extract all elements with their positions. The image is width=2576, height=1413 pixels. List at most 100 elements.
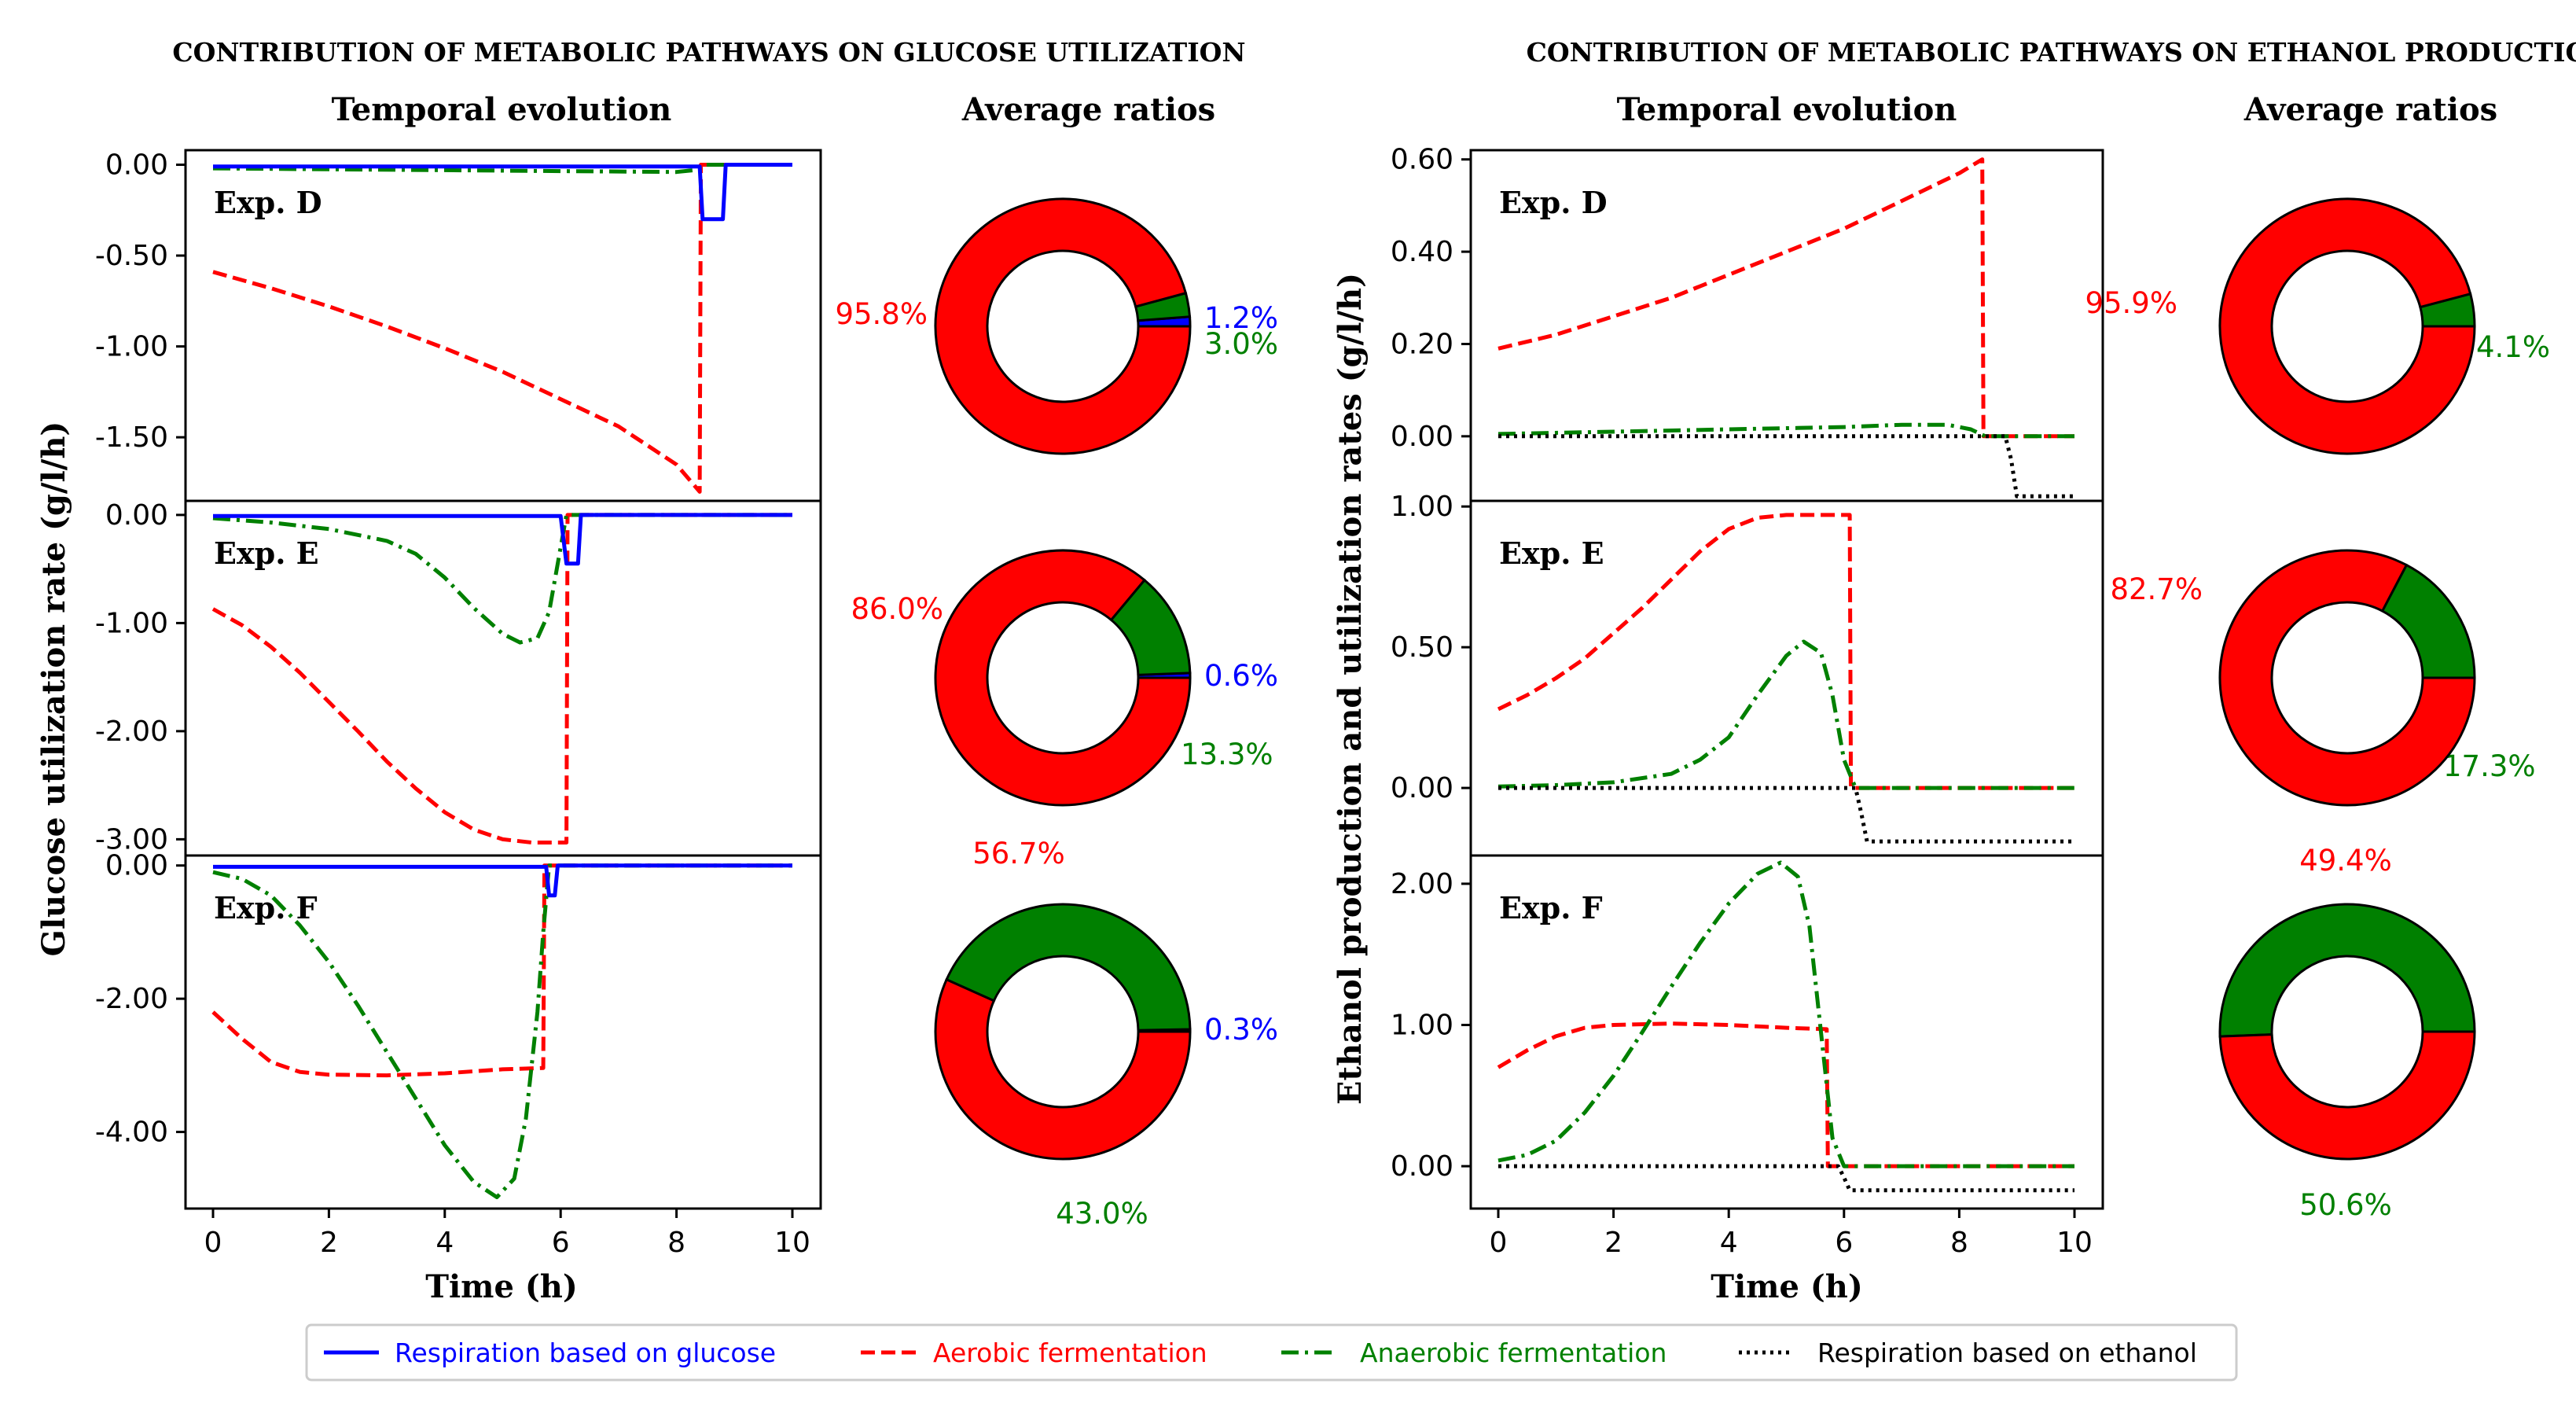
donut-label: 13.3% [1181,738,1273,771]
series-group [211,863,792,1200]
donut-0: 1.2%3.0% 95.8% [835,197,1278,455]
series-line-anaerobic-fermentation [1497,422,2074,439]
donut-label: 82.7% [2110,572,2203,606]
donut-label: 86.0% [851,592,943,626]
donut-label: 17.3% [2443,749,2536,783]
right-x-axis: 0 2 4 6 8 10 [1490,1209,2093,1259]
series-line-respiration-ethanol [1498,434,2074,499]
series-line-anaerobic-fermentation [212,863,792,1200]
panel-label: Exp. E [1499,535,1604,571]
legend-label-respiration-glucose: Respiration based on glucose [395,1338,776,1368]
series-line-respiration-ethanol [1498,786,2074,844]
legend-frame [305,1323,2238,1382]
donut-slice-anaerobic-fermentation [2218,903,2476,1038]
donut-label: 43.0% [1056,1197,1148,1231]
right-main-title: CONTRIBUTION OF METABOLIC PATHWAYS ON ET… [1527,37,2576,68]
line-panel-ethanol-0: 0.60 0.40 0.20 0.00 Exp. D [1391,144,2104,502]
series-line-respiration-glucose [213,513,792,566]
donut-slice-aerobic-fermentation [934,549,1192,807]
charts-layer: 0.00 -0.50 -1.00 -1.50 Exp. D 0.00 -1.00 -2.00 -… [95,144,2550,1259]
donut-slice-anaerobic-fermentation [945,903,1192,1032]
y-tick-label: 0.00 [105,149,168,181]
legend-label-aerobic-fermentation: Aerobic fermentation [933,1338,1207,1368]
donut-slice-aerobic-fermentation [2218,549,2476,807]
x-tick-label: 2 [320,1227,338,1259]
x-tick-label: 6 [1835,1227,1853,1259]
donut-label: 50.6% [2299,1188,2392,1222]
series-line-aerobic-fermentation [1497,1021,2074,1168]
donut-5: 50.6% 49.4% [2218,844,2476,1222]
line-panel-glucose-0: 0.00 -0.50 -1.00 -1.50 Exp. D [95,149,822,502]
y-tick-label: 0.60 [1391,144,1453,176]
donut-label: 0.6% [1204,659,1278,693]
donut-label: 56.7% [972,837,1065,870]
y-tick-label: 0.50 [1391,631,1453,664]
series-line-respiration-glucose [213,863,792,898]
y-tick-label: -2.00 [95,983,168,1015]
donut-slice-aerobic-fermentation [2218,1030,2476,1161]
donut-label: 0.3% [1204,1013,1278,1047]
y-tick-label: -3.00 [95,823,168,856]
x-tick-label: 2 [1604,1227,1622,1259]
panel-label: Exp. D [214,185,322,220]
donut-1: 0.6% 13.3% 86.0% [851,549,1278,807]
donut-label: 3.0% [1204,327,1278,361]
x-tick-label: 0 [204,1227,222,1259]
right-x-axis-label: Time (h) [1711,1268,1863,1305]
panel-frame [1469,854,2104,1210]
left-average-title: Average ratios [961,91,1215,128]
series-line-anaerobic-fermentation [212,513,792,645]
y-tick-label: 0.00 [1391,772,1453,804]
line-panel-glucose-2: 0.00 -2.00 -4.00 Exp. F [95,850,822,1210]
y-tick-label: 0.00 [1391,421,1453,453]
series-line-anaerobic-fermentation [212,163,792,175]
y-tick-label: 2.00 [1391,868,1453,900]
donut-label: 95.9% [2085,286,2177,320]
right-y-axis-label: Ethanol production and utilization rates… [1332,273,1369,1105]
donut-4: 17.3% 82.7% [2110,549,2536,807]
series-group [1497,157,2074,499]
donut-3: 4.1% 95.9% [2085,197,2550,455]
series-line-aerobic-fermentation [1497,157,2074,439]
legend-label-respiration-ethanol: Respiration based on ethanol [1817,1338,2197,1368]
donut-slice-aerobic-fermentation [934,977,1192,1161]
y-tick-label: 0.00 [1391,1150,1453,1183]
donut-slice-aerobic-fermentation [2218,197,2476,455]
panel-label: Exp. D [1499,185,1608,220]
x-tick-label: 10 [2056,1227,2093,1259]
series-group [211,513,792,844]
series-line-aerobic-fermentation [211,513,792,844]
left-x-axis: 0 2 4 6 8 10 [204,1209,810,1259]
y-tick-label: -4.00 [95,1117,168,1149]
left-y-axis-label: Glucose utilization rate (g/l/h) [35,421,72,957]
series-line-respiration-glucose [213,163,792,222]
x-tick-label: 4 [1720,1227,1738,1259]
series-line-aerobic-fermentation [211,863,792,1078]
series-group [1497,860,2074,1193]
donut-label: 1.2% [1204,301,1278,335]
legend: Respiration based on glucose Aerobic fer… [305,1323,2238,1382]
y-tick-label: -1.00 [95,331,168,363]
x-tick-label: 10 [774,1227,810,1259]
left-main-title: CONTRIBUTION OF METABOLIC PATHWAYS ON GL… [172,37,1245,68]
line-panel-glucose-1: 0.00 -1.00 -2.00 -3.00 Exp. E [95,499,822,857]
y-tick-label: 0.00 [105,850,168,882]
donut-slice-aerobic-fermentation [934,197,1192,455]
series-group [1497,513,2074,844]
left-x-axis-label: Time (h) [425,1268,578,1305]
legend-label-anaerobic-fermentation: Anaerobic fermentation [1360,1338,1666,1368]
y-tick-label: 1.00 [1391,1010,1453,1042]
x-tick-label: 8 [667,1227,685,1259]
series-line-aerobic-fermentation [1497,513,2074,790]
y-tick-label: 0.40 [1391,236,1453,268]
series-line-anaerobic-fermentation [1497,639,2074,790]
right-temporal-title: Temporal evolution [1617,91,1957,128]
x-tick-label: 0 [1490,1227,1508,1259]
donut-label: 49.4% [2299,844,2392,878]
line-panel-ethanol-2: 2.00 1.00 0.00 Exp. F [1391,854,2104,1210]
panel-label: Exp. F [1499,890,1603,925]
y-tick-label: -0.50 [95,240,168,272]
series-line-anaerobic-fermentation [1497,860,2074,1168]
y-tick-label: 0.20 [1391,328,1453,360]
